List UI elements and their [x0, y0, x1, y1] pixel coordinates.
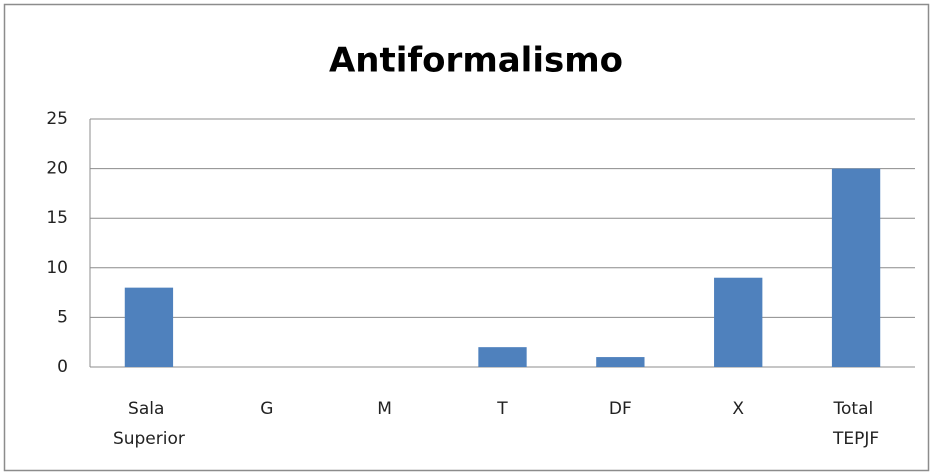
x-tick-label: Sala Superior: [113, 399, 185, 449]
bar: [478, 347, 527, 367]
chart-border: [3, 3, 930, 472]
y-tick-label: 0: [57, 357, 68, 377]
chart-title: Antiformalismo: [329, 41, 623, 81]
y-tick-label: 10: [46, 258, 68, 278]
bar: [714, 277, 763, 367]
y-tick-label: 25: [46, 109, 68, 129]
y-tick-label: 5: [57, 307, 68, 327]
bar: [596, 357, 645, 367]
x-tick-label: G: [260, 399, 273, 419]
bar: [831, 168, 881, 367]
x-tick-label: X: [732, 399, 744, 419]
x-tick-label: M: [377, 399, 392, 419]
x-tick-label: DF: [609, 399, 632, 419]
x-tick-label: Total TEPJF: [832, 399, 879, 449]
y-tick-label: 20: [46, 159, 68, 179]
y-tick-label: 15: [46, 208, 68, 228]
bar: [124, 287, 174, 367]
x-tick-label: T: [496, 399, 508, 419]
